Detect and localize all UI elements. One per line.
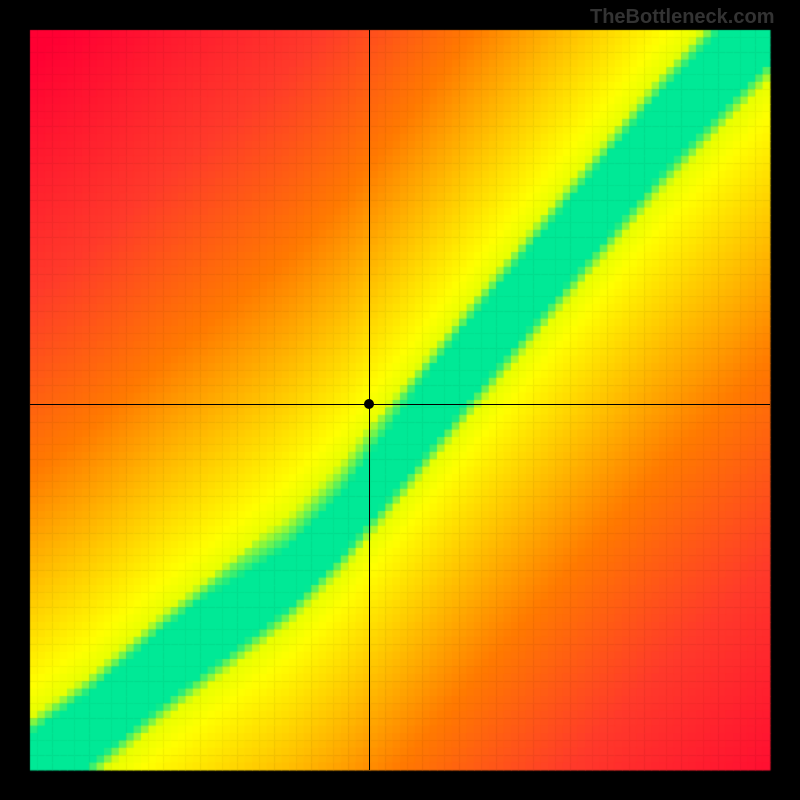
- bottleneck-heatmap-chart: TheBottleneck.com: [0, 0, 800, 800]
- watermark-text: TheBottleneck.com: [590, 6, 774, 29]
- selection-marker: [364, 399, 374, 409]
- crosshair-horizontal: [30, 404, 770, 405]
- heatmap-canvas: [0, 0, 800, 800]
